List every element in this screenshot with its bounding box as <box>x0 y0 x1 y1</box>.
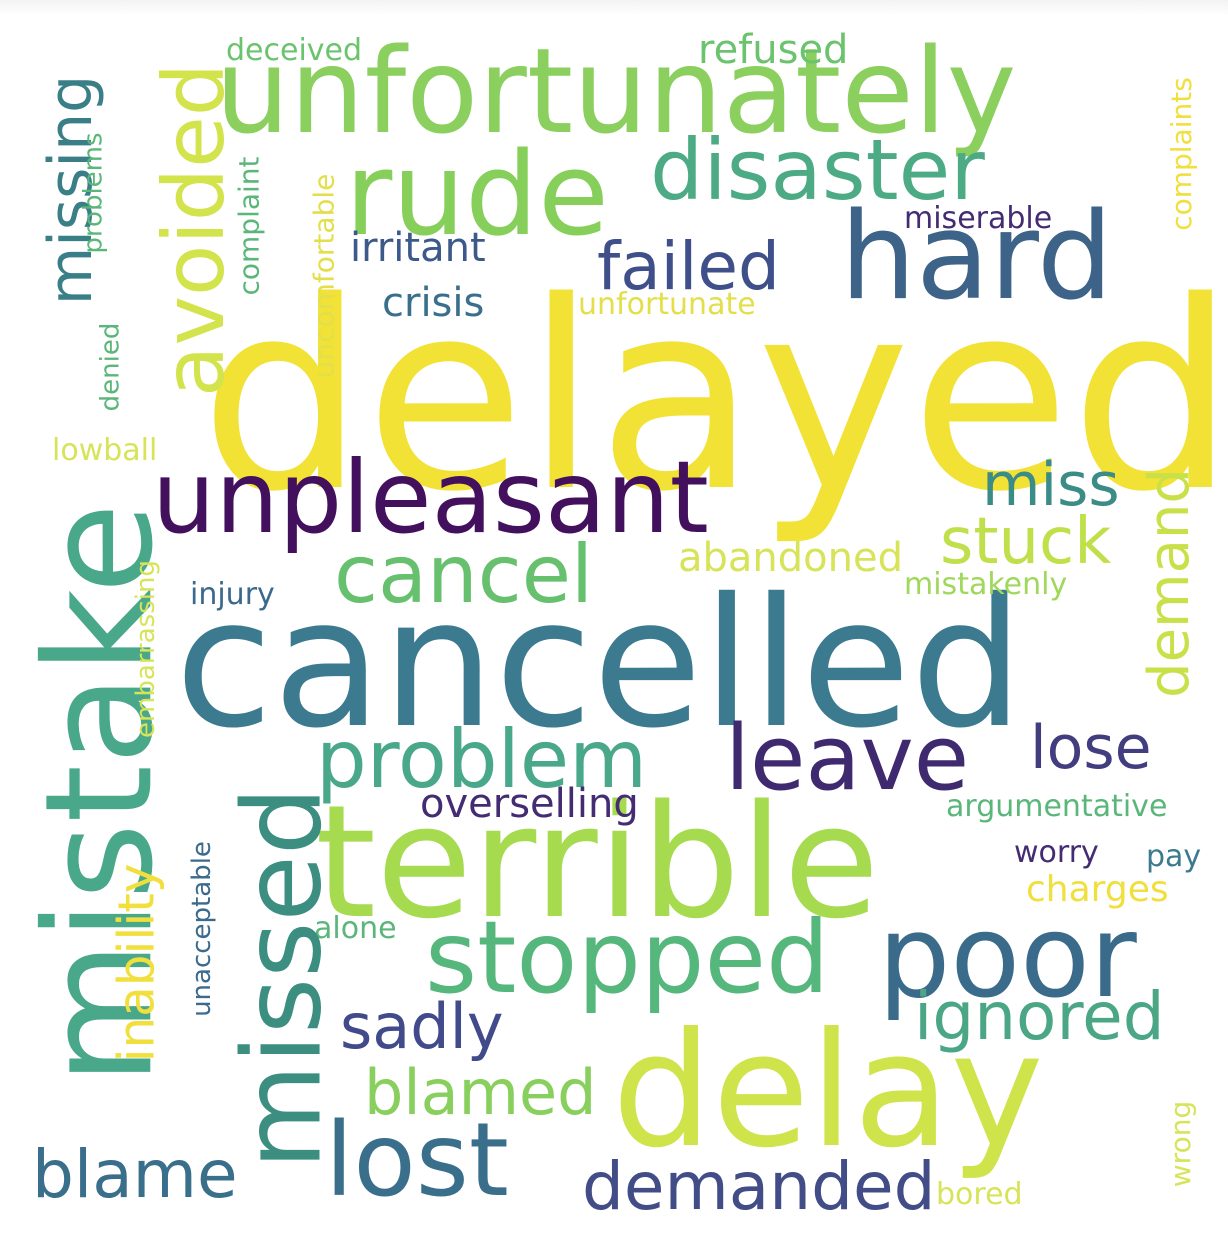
word-missed: missed <box>220 786 346 1170</box>
word-crisis: crisis <box>382 280 485 326</box>
word-unacceptable: unacceptable <box>186 841 217 1017</box>
word-refused: refused <box>698 27 849 73</box>
word-inability: inability <box>107 863 166 1063</box>
word-lost: lost <box>325 1101 509 1220</box>
word-denied: denied <box>95 322 126 412</box>
word-unpleasant: unpleasant <box>152 439 709 556</box>
word-cancel: cancel <box>334 528 594 621</box>
word-injury: injury <box>190 577 275 612</box>
word-poor: poor <box>878 890 1137 1023</box>
word-pay: pay <box>1146 839 1202 874</box>
word-disaster: disaster <box>650 121 985 219</box>
word-problem: problem <box>316 713 648 806</box>
word-blamed: blamed <box>364 1056 597 1129</box>
word-stuck: stuck <box>940 505 1112 579</box>
word-demanded: demanded <box>582 1148 936 1225</box>
word-overselling: overselling <box>420 781 639 827</box>
word-alone: alone <box>314 911 397 946</box>
word-rude: rude <box>345 128 609 262</box>
word-lose: lose <box>1030 713 1152 783</box>
word-bored: bored <box>936 1177 1023 1212</box>
word-complaint: complaint <box>232 156 266 296</box>
word-sadly: sadly <box>340 990 504 1063</box>
word-lowball: lowball <box>52 433 158 468</box>
word-embarrassing: embarrassing <box>130 560 161 738</box>
word-hard: hard <box>840 188 1113 327</box>
word-argumentative: argumentative <box>946 789 1168 824</box>
top-edge-shadow <box>0 0 1228 16</box>
word-terrible: terrible <box>315 771 880 953</box>
word-blame: blame <box>32 1136 238 1213</box>
word-irritant: irritant <box>350 225 486 271</box>
word-uncomfortable: uncomfortable <box>307 173 341 379</box>
word-demand: demand <box>1136 468 1202 698</box>
word-failed: failed <box>597 228 780 305</box>
word-worry: worry <box>1014 835 1099 870</box>
word-problems: problems <box>78 132 109 254</box>
word-miss: miss <box>982 450 1120 520</box>
word-stopped: stopped <box>425 899 830 1016</box>
word-complaints: complaints <box>1164 77 1198 231</box>
word-delayed: delayed <box>200 247 1228 549</box>
word-miserable: miserable <box>904 201 1053 236</box>
word-delay: delay <box>612 999 1044 1183</box>
word-mistakenly: mistakenly <box>904 567 1068 602</box>
word-wrong: wrong <box>1164 1100 1198 1188</box>
word-charges: charges <box>1026 869 1169 910</box>
word-cancelled: cancelled <box>175 560 1024 767</box>
word-abandoned: abandoned <box>678 535 903 581</box>
word-deceived: deceived <box>226 33 363 68</box>
word-unfortunate: unfortunate <box>578 287 756 322</box>
word-leave: leave <box>725 706 970 811</box>
word-unfortunately: unfortunately <box>215 22 1017 160</box>
word-ignored: ignored <box>914 978 1165 1055</box>
word-avoided: avoided <box>145 62 244 398</box>
